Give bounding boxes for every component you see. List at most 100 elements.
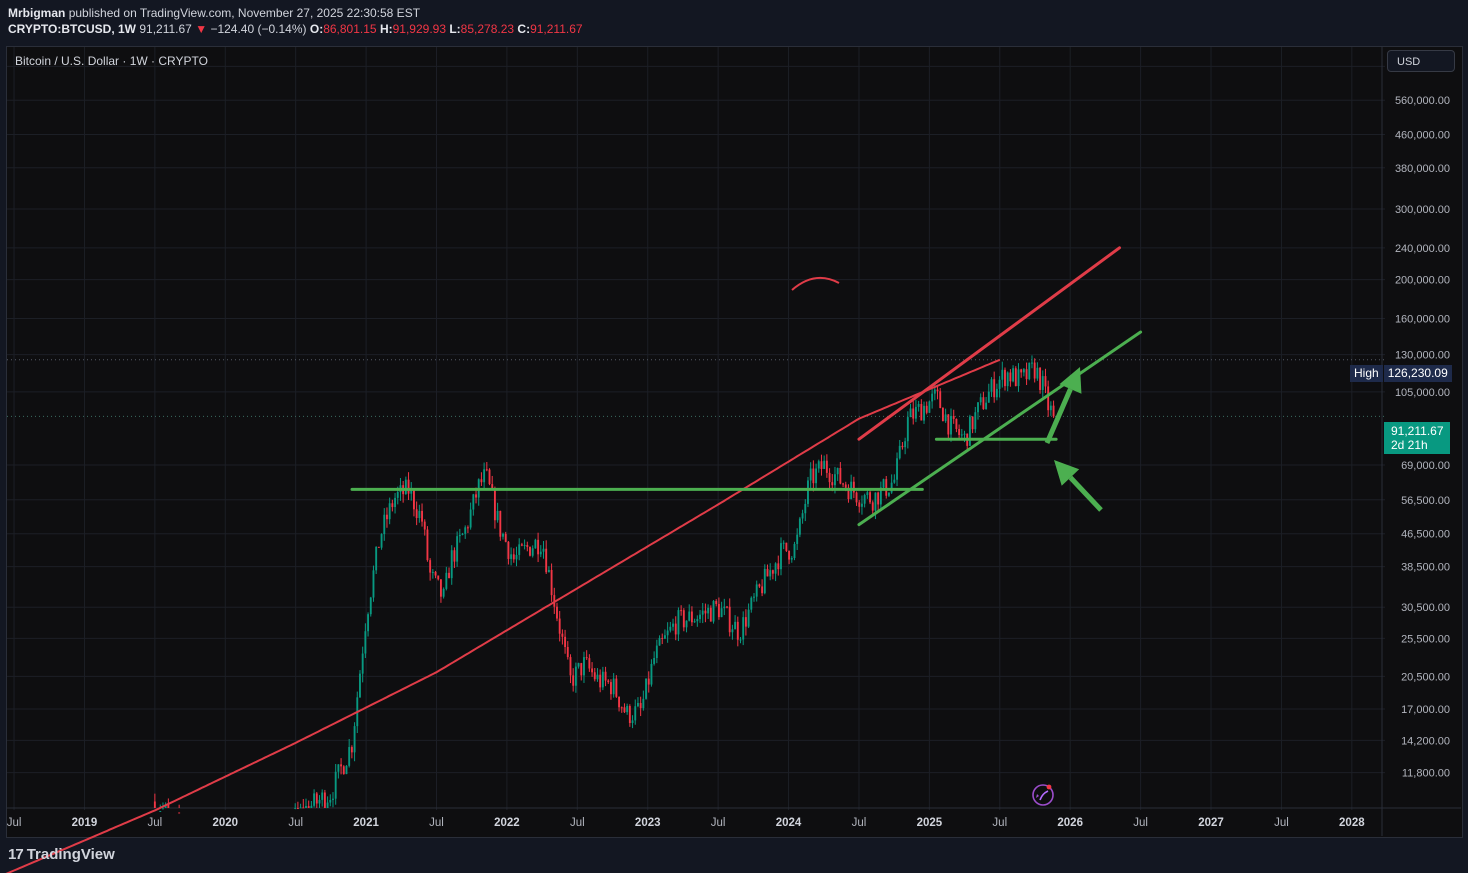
y-tick-label: 560,000.00 (1395, 95, 1450, 107)
candle-body (804, 503, 807, 514)
candle-body (968, 416, 971, 446)
candle-body (993, 379, 996, 398)
candle-body (782, 542, 785, 544)
candle-body (348, 747, 351, 766)
candle-body (863, 495, 866, 504)
up-arrow-head (1059, 367, 1082, 394)
candle-body (896, 458, 898, 480)
y-tick-label: 130,000.00 (1395, 350, 1450, 362)
candle-body (758, 584, 761, 587)
x-tick-label: Jul (429, 817, 444, 829)
candle-body (917, 403, 920, 407)
candle-body (369, 597, 372, 615)
candle-body (887, 492, 890, 496)
candle-body (793, 543, 796, 559)
candle-body (561, 633, 564, 637)
candle-body (998, 379, 1001, 389)
candle-body (483, 469, 486, 483)
candle-body (985, 402, 988, 410)
candle-body (688, 611, 691, 621)
candle-body (534, 539, 537, 549)
candle-body (669, 626, 672, 631)
candle-body (731, 629, 734, 633)
candle-body (639, 702, 642, 709)
candle-body (655, 645, 658, 658)
candle-body (920, 403, 923, 421)
candle-body (734, 621, 737, 630)
author-name[interactable]: Mrbigman (8, 6, 66, 20)
candle-body (321, 792, 324, 800)
candle-body (1052, 405, 1055, 417)
candle-body (637, 702, 639, 707)
candle-body (1012, 368, 1015, 382)
candle-body (906, 417, 909, 442)
candle-body (1014, 368, 1017, 387)
x-tick-label: Jul (1133, 817, 1148, 829)
candle-body (663, 635, 666, 639)
candle-body (736, 621, 739, 640)
candle-body (526, 545, 529, 547)
candle-body (747, 609, 750, 627)
candle-body (418, 510, 421, 519)
candle-body (480, 479, 483, 483)
candle-body (861, 503, 863, 507)
resistance-trendline (857, 246, 1121, 441)
candle-body (882, 479, 885, 488)
candle-body (367, 614, 370, 632)
candle-body (626, 706, 629, 713)
y-tick-label: 11,800.00 (1402, 768, 1450, 780)
candle-body (645, 678, 647, 699)
tradingview-logo-icon[interactable]: 17 TradingView (8, 846, 115, 863)
sparkle-icon[interactable] (1030, 783, 1054, 807)
candle-body (1033, 362, 1036, 379)
candle-body (728, 606, 731, 633)
candle-body (167, 804, 170, 808)
y-tick-label: 20,500.00 (1401, 671, 1450, 683)
x-tick-label: Jul (7, 817, 22, 829)
candle-body (564, 636, 567, 648)
candle-body (313, 793, 316, 806)
candle-body (380, 534, 383, 548)
candle-body (485, 469, 488, 471)
candle-body (750, 597, 753, 610)
candle-body (507, 541, 510, 559)
candle-body (844, 484, 847, 488)
candle-body (396, 492, 399, 498)
open-value: 86,801.15 (323, 22, 377, 36)
candle-body (593, 672, 596, 680)
candle-body (963, 433, 966, 435)
candle-body (332, 798, 334, 800)
candle-body (979, 397, 982, 403)
candle-body (634, 706, 637, 721)
y-tick-label: 200,000.00 (1395, 275, 1450, 287)
candle-body (744, 617, 747, 627)
x-tick-label: Jul (992, 817, 1007, 829)
candle-body (510, 554, 513, 559)
candle-body (990, 379, 993, 392)
candle-body (785, 542, 788, 551)
candle-body (707, 607, 710, 614)
candle-body (723, 606, 726, 609)
candle-body (696, 619, 699, 622)
candle-body (971, 416, 974, 430)
candle-body (318, 799, 321, 804)
candle-body (1049, 405, 1052, 411)
candle-body (612, 678, 615, 695)
candle-body (796, 534, 799, 544)
chart-pane[interactable] (6, 46, 1463, 838)
candle-body (334, 771, 337, 799)
candle-body (488, 469, 491, 485)
publish-info: Mrbigman published on TradingView.com, N… (8, 6, 420, 20)
high-label: H: (379, 22, 393, 36)
candle-body (755, 584, 758, 597)
symbol-label: CRYPTO:BTCUSD, 1W (8, 22, 137, 36)
candle-body (941, 408, 944, 422)
candle-body (1017, 369, 1020, 387)
candle-body (601, 671, 604, 688)
candle-body (680, 610, 683, 612)
currency-button[interactable]: USD (1387, 50, 1455, 72)
candle-body (491, 484, 494, 489)
y-tick-label: 105,000.00 (1395, 387, 1450, 399)
candle-body (1047, 386, 1050, 411)
